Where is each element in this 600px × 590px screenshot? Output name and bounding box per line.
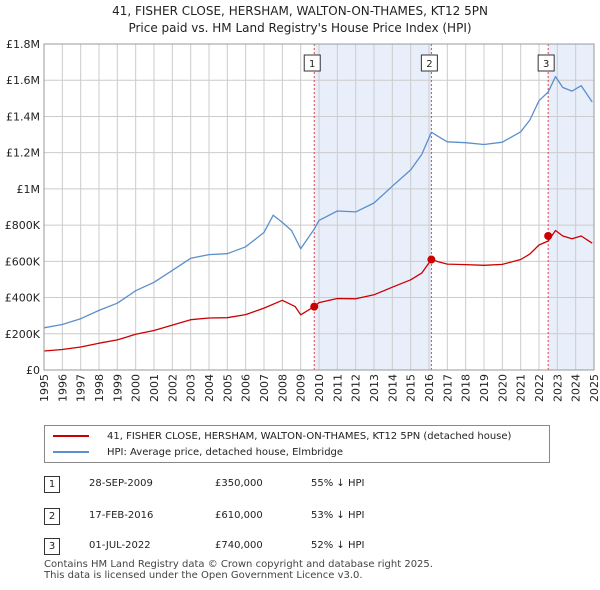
chart-title: 41, FISHER CLOSE, HERSHAM, WALTON-ON-THA… <box>0 3 600 37</box>
sale-label-box <box>303 54 321 72</box>
sale-date: 17-FEB-2016 <box>89 510 154 521</box>
x-tick-label: 2013 <box>368 374 381 402</box>
footer-line-2: This data is licensed under the Open Gov… <box>44 570 363 581</box>
sale-number-badge: 3 <box>44 538 60 555</box>
x-tick-label: 2018 <box>460 374 473 402</box>
x-tick-label: 2008 <box>276 374 289 402</box>
sale-number-badge: 1 <box>44 476 60 493</box>
sale-price: £740,000 <box>215 540 263 551</box>
x-tick-label: 2015 <box>405 374 418 402</box>
x-tick-label: 2000 <box>130 374 143 402</box>
legend-swatch-property <box>53 435 89 437</box>
sale-label-box <box>420 54 438 72</box>
x-tick-label: 2004 <box>203 374 216 402</box>
x-tick-label: 2017 <box>441 374 454 402</box>
sale-price: £350,000 <box>215 478 263 489</box>
footer-attribution: Contains HM Land Registry data © Crown c… <box>44 559 433 581</box>
series-line-hpi <box>43 75 593 329</box>
x-tick-label: 1995 <box>38 374 51 402</box>
y-tick-label: £600K <box>5 255 41 268</box>
x-tick-label: 2019 <box>478 374 491 402</box>
y-tick-label: £1.4M <box>6 110 40 123</box>
sale-point <box>427 255 436 264</box>
y-tick-label: £1.6M <box>6 74 40 87</box>
legend-swatch-hpi <box>53 451 89 453</box>
price-chart: 1 2 3 £0 £200K £400K £600K £800K £1M £1.2M £1.4M £1… <box>5 38 600 402</box>
legend-item-hpi: HPI: Average price, detached house, Elmb… <box>53 444 343 460</box>
y-tick-label: £800K <box>5 219 41 232</box>
title-line-2: Price paid vs. HM Land Registry's House … <box>128 21 472 35</box>
title-line-1: 41, FISHER CLOSE, HERSHAM, WALTON-ON-THA… <box>112 4 488 18</box>
sale-point <box>544 231 553 240</box>
legend-label-property: 41, FISHER CLOSE, HERSHAM, WALTON-ON-THA… <box>107 430 512 442</box>
x-tick-label: 2001 <box>148 374 161 402</box>
sale-date: 28-SEP-2009 <box>89 478 153 489</box>
y-tick-label: £1.8M <box>6 38 40 51</box>
x-tick-label: 1999 <box>111 374 124 402</box>
series-line-property <box>43 229 593 352</box>
sale-hpi-delta: 52% ↓ HPI <box>311 540 365 551</box>
y-tick-label: £0 <box>26 364 40 377</box>
y-tick-label: £200K <box>5 328 41 341</box>
sale-hpi-delta: 53% ↓ HPI <box>311 510 365 521</box>
sale-label-box <box>537 54 555 72</box>
sale-row: 1 28-SEP-2009 £350,000 55% ↓ HPI <box>44 475 464 495</box>
x-tick-label: 2025 <box>588 374 600 402</box>
y-tick-label: £1M <box>17 183 41 196</box>
sale-label-number: 2 <box>426 59 432 70</box>
x-tick-label: 2009 <box>295 374 308 402</box>
x-tick-label: 2016 <box>423 374 436 402</box>
sale-row: 2 17-FEB-2016 £610,000 53% ↓ HPI <box>44 507 464 527</box>
plot-frame <box>43 43 595 371</box>
x-tick-label: 1997 <box>75 374 88 402</box>
x-tick-label: 1998 <box>93 374 106 402</box>
x-tick-label: 2003 <box>185 374 198 402</box>
sale-row: 3 01-JUL-2022 £740,000 52% ↓ HPI <box>44 537 464 557</box>
x-tick-label: 2020 <box>496 374 509 402</box>
sale-date: 01-JUL-2022 <box>89 540 151 551</box>
y-tick-label: £400K <box>5 292 41 305</box>
legend-label-hpi: HPI: Average price, detached house, Elmb… <box>107 446 344 458</box>
shaded-span <box>314 44 432 370</box>
sale-price: £610,000 <box>215 510 263 521</box>
x-tick-label: 2007 <box>258 374 271 402</box>
x-tick-label: 2002 <box>166 374 179 402</box>
x-tick-label: 2023 <box>551 374 564 402</box>
x-tick-label: 2022 <box>533 374 546 402</box>
x-tick-label: 2005 <box>221 374 234 402</box>
x-tick-label: 2010 <box>313 374 326 402</box>
x-tick-label: 2024 <box>570 374 583 402</box>
legend: 41, FISHER CLOSE, HERSHAM, WALTON-ON-THA… <box>44 425 550 463</box>
x-tick-label: 1996 <box>56 374 69 402</box>
sale-point <box>310 302 319 311</box>
x-tick-label: 2021 <box>515 374 528 402</box>
legend-item-property: 41, FISHER CLOSE, HERSHAM, WALTON-ON-THA… <box>53 428 511 444</box>
x-tick-label: 2014 <box>386 374 399 402</box>
x-tick-label: 2011 <box>331 374 344 402</box>
y-tick-label: £1.2M <box>6 147 40 160</box>
shaded-span <box>548 44 594 370</box>
sale-hpi-delta: 55% ↓ HPI <box>311 478 365 489</box>
x-tick-label: 2006 <box>240 374 253 402</box>
footer-line-1: Contains HM Land Registry data © Crown c… <box>44 559 433 570</box>
x-tick-label: 2012 <box>350 374 363 402</box>
sale-label-number: 1 <box>309 59 315 70</box>
sale-label-number: 3 <box>543 59 549 70</box>
sale-number-badge: 2 <box>44 508 60 525</box>
